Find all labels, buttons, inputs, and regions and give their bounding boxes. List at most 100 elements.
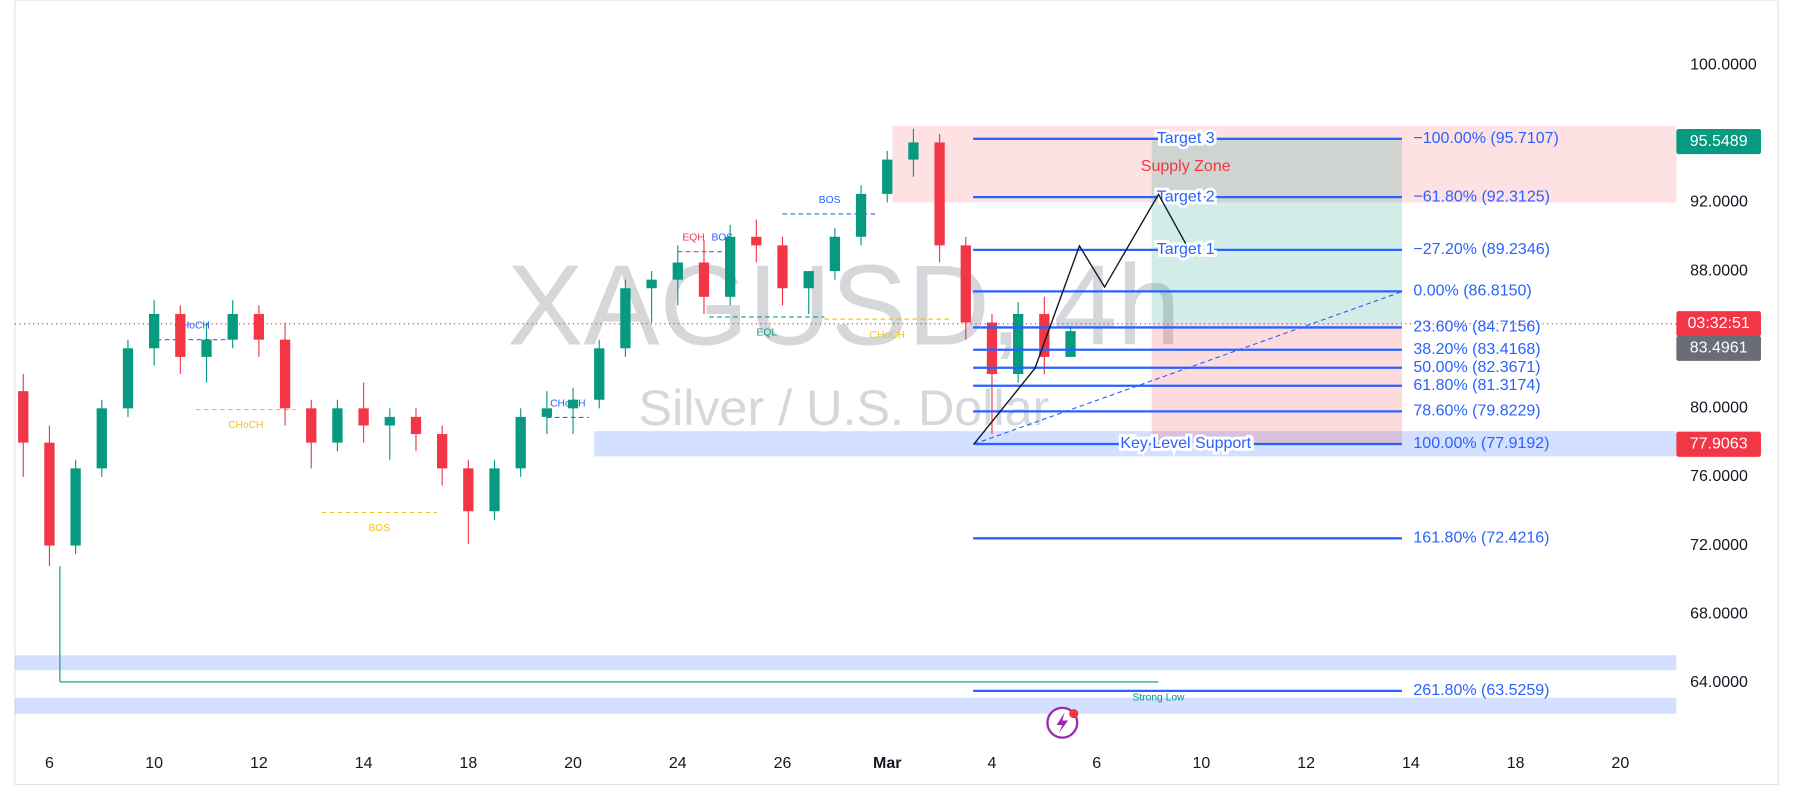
candle-body bbox=[463, 468, 474, 512]
candle-body bbox=[751, 236, 762, 246]
fib-label: 61.80% (81.3174) bbox=[1413, 377, 1540, 394]
watermark: XAGUSD, 4h Silver / U.S. Dollar bbox=[507, 242, 1181, 436]
x-tick-label: 4 bbox=[988, 755, 997, 772]
structure-label: CHoCH bbox=[870, 330, 905, 341]
candle-body bbox=[279, 339, 291, 409]
x-tick-label: 18 bbox=[1507, 755, 1525, 772]
x-tick-label: Mar bbox=[873, 755, 901, 772]
y-tick-label: 92.0000 bbox=[1690, 194, 1748, 211]
candle-body bbox=[855, 193, 867, 237]
fib-label: 23.60% (84.7156) bbox=[1413, 319, 1540, 336]
y-tick-label: 76.0000 bbox=[1690, 468, 1748, 485]
candle-body bbox=[70, 468, 81, 546]
candle-body bbox=[803, 271, 814, 289]
candle-body bbox=[122, 348, 134, 409]
zone bbox=[14, 655, 1677, 671]
zone bbox=[14, 697, 1677, 714]
target-area bbox=[1151, 138, 1402, 325]
x-tick-label: 12 bbox=[250, 755, 268, 772]
candle-body bbox=[594, 348, 605, 400]
candle-body bbox=[829, 236, 841, 272]
structure-label: BOS bbox=[368, 523, 390, 534]
x-tick-label: 18 bbox=[459, 755, 477, 772]
fib-name: Target 1 bbox=[1157, 241, 1215, 258]
y-tick-label: 64.0000 bbox=[1690, 674, 1748, 691]
candle-body bbox=[646, 279, 657, 289]
bolt-icon bbox=[1046, 706, 1079, 739]
candle-body bbox=[96, 408, 107, 469]
strong-low-label: Strong Low bbox=[1132, 693, 1185, 704]
fib-label: −100.00% (95.7107) bbox=[1413, 130, 1558, 147]
price-badge: 77.9063 bbox=[1690, 435, 1748, 452]
y-tick-label: 80.0000 bbox=[1690, 400, 1748, 417]
fib-label: −27.20% (89.2346) bbox=[1413, 241, 1550, 258]
structure-label: CHoCH bbox=[550, 398, 585, 409]
zone-label: Supply Zone bbox=[1141, 158, 1231, 175]
candle-body bbox=[908, 142, 919, 160]
structure-label: BOS bbox=[711, 233, 733, 244]
price-badge: 95.5489 bbox=[1690, 133, 1748, 150]
y-tick-label: 100.0000 bbox=[1690, 56, 1757, 73]
candle-body bbox=[332, 408, 343, 443]
fib-name: Target 2 bbox=[1157, 188, 1215, 205]
candle-body bbox=[882, 159, 893, 194]
structure-label: CHoCH bbox=[228, 420, 263, 431]
candle-body bbox=[358, 408, 369, 426]
structure-label: CHoCH bbox=[174, 321, 209, 332]
fib-label: 78.60% (79.8229) bbox=[1413, 403, 1540, 420]
candle-body bbox=[489, 468, 500, 512]
candle-body bbox=[620, 288, 631, 349]
fib-name: Target 3 bbox=[1157, 130, 1215, 147]
candle-body bbox=[410, 416, 422, 435]
candle-body bbox=[44, 442, 55, 546]
x-tick-label: 10 bbox=[1193, 755, 1211, 772]
candle-body bbox=[515, 416, 526, 469]
x-tick-label: 14 bbox=[1402, 755, 1420, 772]
y-tick-label: 88.0000 bbox=[1690, 262, 1748, 279]
fib-label: 261.80% (63.5259) bbox=[1413, 682, 1549, 699]
projection-path bbox=[973, 193, 1187, 445]
structure-label: EQL bbox=[757, 328, 778, 339]
x-tick-label: 14 bbox=[355, 755, 373, 772]
x-tick-label: 20 bbox=[564, 755, 582, 772]
x-tick-label: 6 bbox=[1092, 755, 1101, 772]
fib-label: 38.20% (83.4168) bbox=[1413, 341, 1540, 358]
plot: Supply Zone Strong Low CHoCH CHoCH BOS CHoCH E… bbox=[14, 125, 1677, 714]
price-badge-box bbox=[1676, 129, 1761, 155]
x-tick-label: 24 bbox=[669, 755, 687, 772]
fib-name: Key Level Support bbox=[1120, 435, 1251, 452]
candle-body bbox=[306, 408, 317, 443]
countdown-label: 03:32:51 bbox=[1688, 315, 1750, 332]
price-badge-box bbox=[1676, 431, 1761, 457]
candle-body bbox=[960, 245, 971, 323]
x-tick-label: 12 bbox=[1297, 755, 1315, 772]
fib-label: −61.80% (92.3125) bbox=[1413, 188, 1550, 205]
countdown-label-box bbox=[1676, 311, 1761, 337]
structure-label: BOS bbox=[819, 195, 841, 206]
candle-body bbox=[253, 313, 265, 340]
candle-body bbox=[567, 399, 579, 409]
fib-label: 161.80% (72.4216) bbox=[1413, 530, 1549, 547]
candle-body bbox=[541, 408, 553, 417]
structure-label: EQH bbox=[682, 233, 704, 244]
candle-body bbox=[1013, 313, 1024, 375]
candle-body bbox=[201, 339, 212, 357]
price-badge: 83.4961 bbox=[1690, 340, 1748, 357]
y-tick-label: 72.0000 bbox=[1690, 537, 1748, 554]
x-tick-label: 26 bbox=[774, 755, 792, 772]
price-badge-box bbox=[1676, 335, 1761, 361]
candle-body bbox=[175, 313, 186, 357]
candle-body bbox=[1065, 331, 1076, 357]
y-tick-label: 68.0000 bbox=[1690, 605, 1748, 622]
candle-body bbox=[384, 416, 395, 426]
candle-body bbox=[437, 434, 448, 469]
stop-area bbox=[1151, 324, 1402, 445]
candle-body bbox=[698, 262, 710, 297]
candle-body bbox=[18, 391, 29, 443]
fib-label: 50.00% (82.3671) bbox=[1413, 359, 1540, 376]
x-tick-label: 20 bbox=[1611, 755, 1629, 772]
candle-body bbox=[934, 142, 945, 246]
frame bbox=[14, 0, 1779, 786]
